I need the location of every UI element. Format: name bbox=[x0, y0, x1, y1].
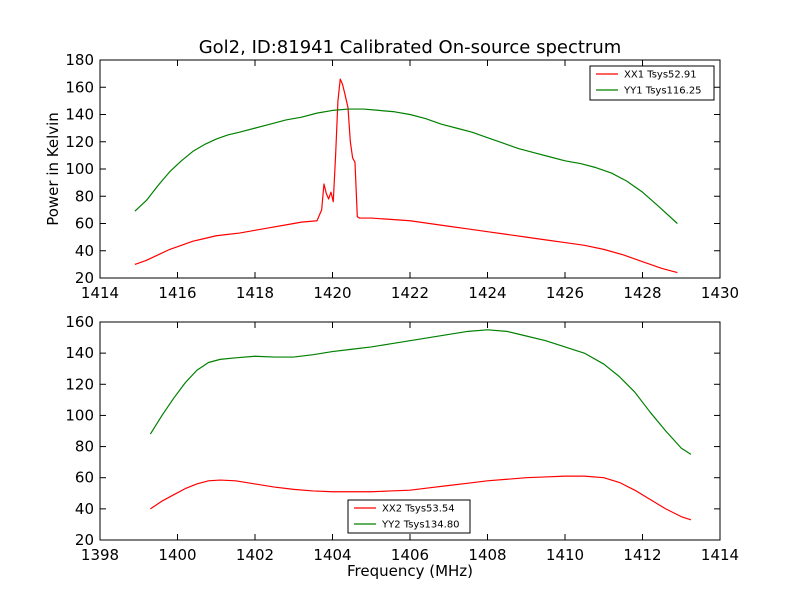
top-xtick-label: 1420 bbox=[313, 284, 351, 302]
bottom-panel: 1398 1400 1402 1404 1406 1408 1410 1412 1414 20 40… bbox=[65, 313, 739, 580]
bottom-xtick-label: 1404 bbox=[313, 546, 351, 564]
legend-label-yy2: YY2 Tsys134.80 bbox=[381, 520, 460, 531]
bottom-panel-legend-box bbox=[347, 499, 471, 534]
top-panel-ticks: 1414 1416 1418 1420 1422 1424 1426 1428 1430 20 40… bbox=[65, 51, 739, 302]
bottom-panel-xlabel: Frequency (MHz) bbox=[347, 562, 473, 580]
top-panel-plot-area bbox=[134, 78, 678, 274]
top-series-line-2 bbox=[134, 108, 678, 224]
top-xtick-label: 1426 bbox=[546, 284, 584, 302]
top-ytick-label: 140 bbox=[65, 106, 94, 124]
top-ytick-label: 40 bbox=[75, 242, 94, 260]
top-ytick-label: 160 bbox=[65, 78, 94, 96]
top-panel-legend-box bbox=[589, 65, 715, 101]
legend-label-xx2: XX2 Tsys53.54 bbox=[382, 504, 455, 515]
top-xtick-label: 1428 bbox=[623, 284, 661, 302]
legend-label-yy1: YY1 Tsys116.25 bbox=[623, 86, 702, 97]
top-ytick-label: 60 bbox=[75, 215, 94, 233]
bottom-ytick-label: 80 bbox=[75, 438, 94, 456]
top-ytick-label: 80 bbox=[75, 187, 94, 205]
top-panel-series-group bbox=[134, 78, 678, 274]
bottom-panel-series-group bbox=[149, 329, 692, 521]
bottom-xtick-label: 1400 bbox=[158, 546, 196, 564]
top-panel: Gol2, ID:81941 Calibrated On-source spec… bbox=[44, 37, 739, 302]
bottom-series-line-1 bbox=[150, 475, 692, 521]
bottom-panel-plot-area bbox=[149, 329, 692, 521]
bottom-xtick-label: 1408 bbox=[468, 546, 506, 564]
top-xtick-label: 1430 bbox=[701, 284, 739, 302]
bottom-ytick-label: 100 bbox=[65, 406, 94, 424]
bottom-xtick-label: 1406 bbox=[391, 546, 429, 564]
top-panel-legend: XX1 Tsys52.91 YY1 Tsys116.25 bbox=[589, 65, 715, 101]
top-series-line-1 bbox=[134, 78, 678, 274]
top-xtick-label: 1416 bbox=[158, 284, 196, 302]
bottom-xtick-label: 1410 bbox=[546, 546, 584, 564]
bottom-ytick-label: 40 bbox=[75, 500, 94, 518]
top-panel-title: Gol2, ID:81941 Calibrated On-source spec… bbox=[199, 37, 622, 58]
bottom-ytick-label: 120 bbox=[65, 375, 94, 393]
top-xtick-label: 1422 bbox=[391, 284, 429, 302]
top-panel-ylabel: Power in Kelvin bbox=[44, 112, 62, 226]
bottom-ytick-label: 160 bbox=[65, 313, 94, 331]
bottom-ytick-label: 20 bbox=[75, 531, 94, 549]
bottom-xtick-label: 1402 bbox=[236, 546, 274, 564]
bottom-panel-legend: XX2 Tsys53.54 YY2 Tsys134.80 bbox=[347, 499, 471, 534]
bottom-series-line-2 bbox=[149, 329, 692, 455]
top-ytick-label: 20 bbox=[75, 269, 94, 287]
top-xtick-label: 1424 bbox=[468, 284, 506, 302]
bottom-panel-ticks: 1398 1400 1402 1404 1406 1408 1410 1412 1414 20 40… bbox=[65, 313, 739, 564]
bottom-xtick-label: 1414 bbox=[701, 546, 739, 564]
top-ytick-label: 120 bbox=[65, 133, 94, 151]
bottom-ytick-label: 140 bbox=[65, 344, 94, 362]
top-ytick-label: 100 bbox=[65, 160, 94, 178]
top-xtick-label: 1418 bbox=[236, 284, 274, 302]
legend-label-xx1: XX1 Tsys52.91 bbox=[624, 70, 697, 81]
bottom-xtick-label: 1398 bbox=[81, 546, 119, 564]
top-ytick-label: 180 bbox=[65, 51, 94, 69]
bottom-ytick-label: 60 bbox=[75, 469, 94, 487]
top-xtick-label: 1414 bbox=[81, 284, 119, 302]
bottom-xtick-label: 1412 bbox=[623, 546, 661, 564]
